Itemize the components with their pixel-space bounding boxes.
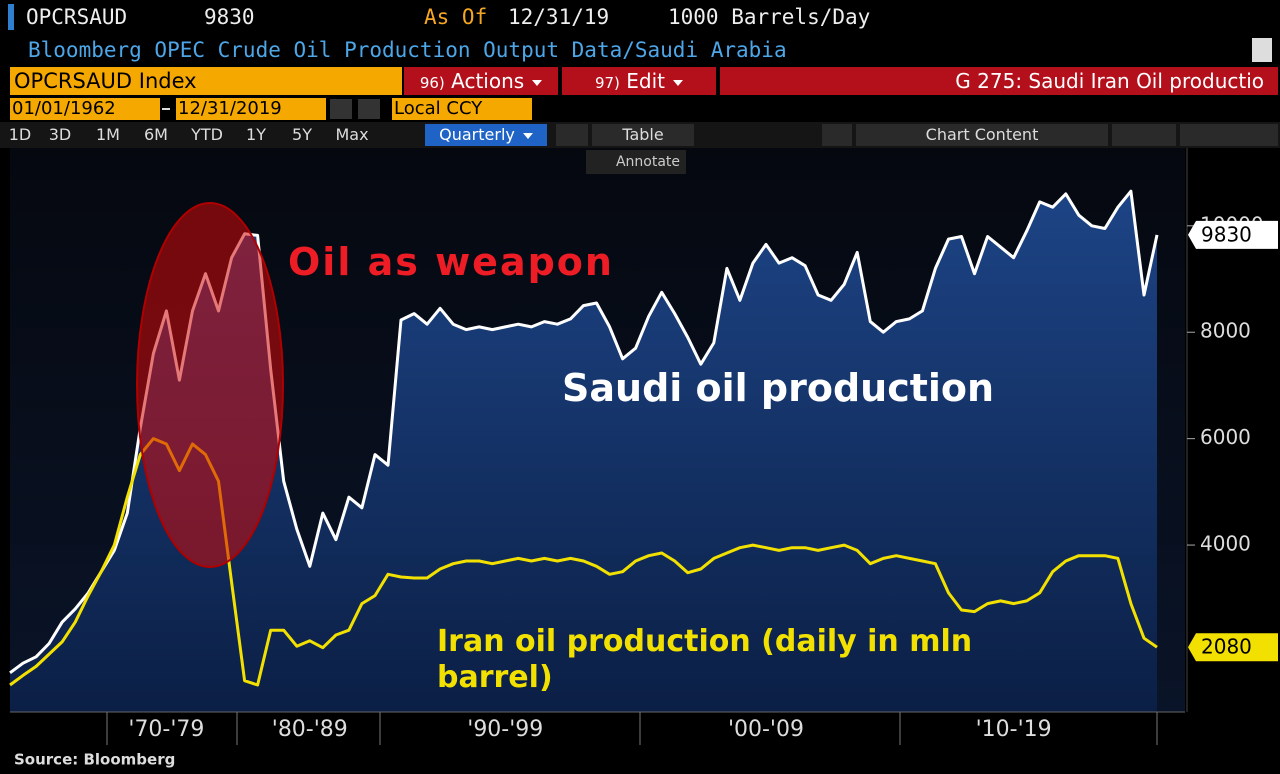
source: Source: Bloomberg: [14, 751, 175, 769]
period-button[interactable]: 1M: [96, 125, 120, 144]
x-tick-label: '10-'19: [976, 717, 1052, 742]
x-tick-label: '90-'99: [467, 717, 543, 742]
y-tick-label: 8000: [1200, 319, 1251, 343]
line-icon[interactable]: [556, 124, 588, 146]
y-tick-label: 4000: [1200, 532, 1251, 556]
period-button[interactable]: 1D: [8, 125, 32, 144]
x-tick-label: '00-'09: [728, 717, 804, 742]
actions: Actions: [451, 69, 525, 93]
y-tick-label: 6000: [1200, 425, 1251, 449]
start-date[interactable]: 01/01/1962: [10, 98, 160, 120]
security-field[interactable]: OPCRSAUD Index: [10, 67, 402, 95]
annotation: Oil as weapon: [288, 240, 614, 284]
frequency-button[interactable]: Quarterly: [425, 124, 547, 146]
period-button[interactable]: YTD: [191, 125, 223, 144]
next-button[interactable]: [358, 99, 380, 119]
period-button[interactable]: 3D: [48, 125, 72, 144]
table: Table: [622, 125, 664, 144]
chart-name: G 275: Saudi Iran Oil productio: [720, 67, 1278, 95]
units: 1000 Barrels/Day: [668, 5, 871, 29]
frequency: Quarterly: [439, 125, 515, 144]
annotate-button[interactable]: Annotate: [586, 150, 686, 174]
last-value-box: [1188, 220, 1278, 249]
last-value-box: [1188, 633, 1278, 662]
marker: [8, 4, 14, 30]
period-button[interactable]: Max: [335, 125, 369, 144]
edit-num: 97): [594, 74, 620, 92]
currency-text: Local CCY: [394, 98, 483, 119]
end-date[interactable]: 12/31/2019: [176, 98, 326, 120]
table-button[interactable]: Table: [592, 124, 694, 146]
prev-button[interactable]: [330, 99, 352, 119]
x-tick-label: '70-'79: [128, 717, 204, 742]
edit: Edit: [626, 69, 666, 93]
actions-num: 96): [419, 74, 445, 92]
chart-name-text: G 275: Saudi Iran Oil productio: [955, 69, 1264, 93]
series-label: Saudi oil production: [562, 366, 995, 410]
last-value-label: 2080: [1201, 635, 1252, 659]
export-icon[interactable]: [1252, 38, 1272, 62]
annotate: Annotate: [615, 154, 680, 170]
actions-button[interactable]: 96) Actions: [404, 67, 558, 95]
last-value-label: 9830: [1201, 222, 1252, 246]
as-of-date: 12/31/19: [508, 5, 610, 29]
currency[interactable]: Local CCY: [392, 98, 532, 120]
security: OPCRSAUD Index: [14, 69, 197, 93]
end: 12/31/2019: [178, 98, 282, 119]
subtitle: Bloomberg OPEC Crude Oil Production Outp…: [28, 38, 787, 62]
as-of-label: As Of: [424, 5, 488, 29]
ticker: OPCRSAUD: [26, 5, 128, 29]
edit-button[interactable]: 97) Edit: [562, 67, 716, 95]
edit-icon[interactable]: [1112, 124, 1176, 146]
period-button[interactable]: 5Y: [292, 125, 312, 144]
start: 01/01/1962: [12, 98, 116, 119]
x-tick-label: '80-'89: [272, 717, 348, 742]
settings-icon[interactable]: [1180, 124, 1278, 146]
highlight-ellipse: [136, 202, 284, 568]
series-label: Iran oil production (daily in mln barrel…: [437, 624, 973, 695]
period-button[interactable]: 6M: [144, 125, 168, 144]
period-button[interactable]: 1Y: [246, 125, 266, 144]
collapse-button[interactable]: [822, 124, 852, 146]
chart-content-button[interactable]: Chart Content: [856, 124, 1108, 146]
chart-content: Chart Content: [925, 125, 1039, 144]
last-value: 9830: [204, 5, 255, 29]
period-separators: [106, 712, 1158, 745]
dash: [162, 108, 170, 110]
